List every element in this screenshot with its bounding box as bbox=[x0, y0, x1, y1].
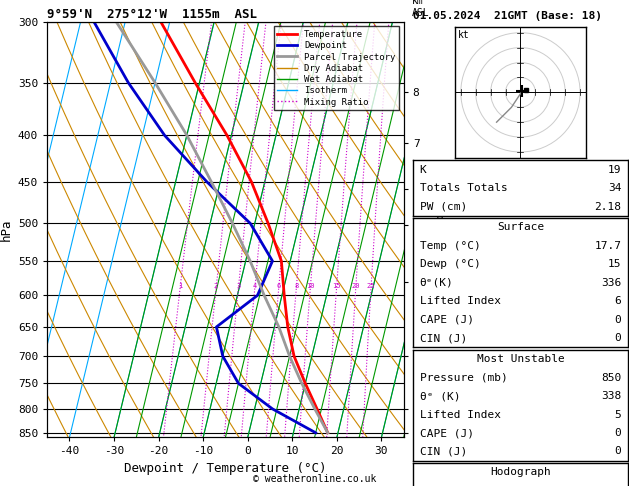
Text: θᵉ (K): θᵉ (K) bbox=[420, 391, 460, 401]
Text: Surface: Surface bbox=[497, 223, 544, 232]
Text: 8: 8 bbox=[294, 283, 298, 289]
Text: 34: 34 bbox=[608, 183, 621, 193]
Y-axis label: Mixing Ratio (g/kg): Mixing Ratio (g/kg) bbox=[436, 174, 446, 285]
Text: 3: 3 bbox=[237, 283, 240, 289]
Text: 2: 2 bbox=[214, 283, 218, 289]
Text: 15: 15 bbox=[332, 283, 341, 289]
Text: 20: 20 bbox=[352, 283, 360, 289]
Text: Lifted Index: Lifted Index bbox=[420, 296, 501, 306]
Y-axis label: hPa: hPa bbox=[0, 218, 13, 241]
Legend: Temperature, Dewpoint, Parcel Trajectory, Dry Adiabat, Wet Adiabat, Isotherm, Mi: Temperature, Dewpoint, Parcel Trajectory… bbox=[274, 26, 399, 110]
Text: 1: 1 bbox=[178, 283, 182, 289]
Text: 336: 336 bbox=[601, 278, 621, 288]
Text: Pressure (mb): Pressure (mb) bbox=[420, 373, 508, 382]
Text: 6: 6 bbox=[277, 283, 281, 289]
Text: Hodograph: Hodograph bbox=[490, 468, 551, 477]
Text: 15: 15 bbox=[608, 260, 621, 269]
Text: 19: 19 bbox=[608, 165, 621, 174]
Text: Temp (°C): Temp (°C) bbox=[420, 241, 481, 251]
Text: © weatheronline.co.uk: © weatheronline.co.uk bbox=[253, 473, 376, 484]
Text: Totals Totals: Totals Totals bbox=[420, 183, 508, 193]
Text: CAPE (J): CAPE (J) bbox=[420, 315, 474, 325]
Text: 338: 338 bbox=[601, 391, 621, 401]
Text: 850: 850 bbox=[601, 373, 621, 382]
Text: 6: 6 bbox=[615, 296, 621, 306]
Text: K: K bbox=[420, 165, 426, 174]
Text: Lifted Index: Lifted Index bbox=[420, 410, 501, 419]
Text: 0: 0 bbox=[615, 447, 621, 456]
Text: θᵉ(K): θᵉ(K) bbox=[420, 278, 454, 288]
Text: 17.7: 17.7 bbox=[594, 241, 621, 251]
X-axis label: Dewpoint / Temperature (°C): Dewpoint / Temperature (°C) bbox=[124, 462, 326, 475]
Text: 0: 0 bbox=[615, 333, 621, 343]
Text: 0: 0 bbox=[615, 428, 621, 438]
Text: 25: 25 bbox=[367, 283, 376, 289]
Text: km
ASL: km ASL bbox=[412, 0, 430, 17]
Text: CIN (J): CIN (J) bbox=[420, 447, 467, 456]
Text: 4: 4 bbox=[253, 283, 257, 289]
Text: 0: 0 bbox=[615, 315, 621, 325]
Text: PW (cm): PW (cm) bbox=[420, 202, 467, 211]
Text: Most Unstable: Most Unstable bbox=[477, 354, 564, 364]
Text: 01.05.2024  21GMT (Base: 18): 01.05.2024 21GMT (Base: 18) bbox=[413, 11, 602, 21]
Text: 5: 5 bbox=[615, 410, 621, 419]
Text: CIN (J): CIN (J) bbox=[420, 333, 467, 343]
Text: 9°59'N  275°12'W  1155m  ASL: 9°59'N 275°12'W 1155m ASL bbox=[47, 8, 257, 21]
Text: kt: kt bbox=[458, 30, 470, 40]
Text: CAPE (J): CAPE (J) bbox=[420, 428, 474, 438]
Text: 10: 10 bbox=[306, 283, 314, 289]
Text: Dewp (°C): Dewp (°C) bbox=[420, 260, 481, 269]
Text: 2.18: 2.18 bbox=[594, 202, 621, 211]
